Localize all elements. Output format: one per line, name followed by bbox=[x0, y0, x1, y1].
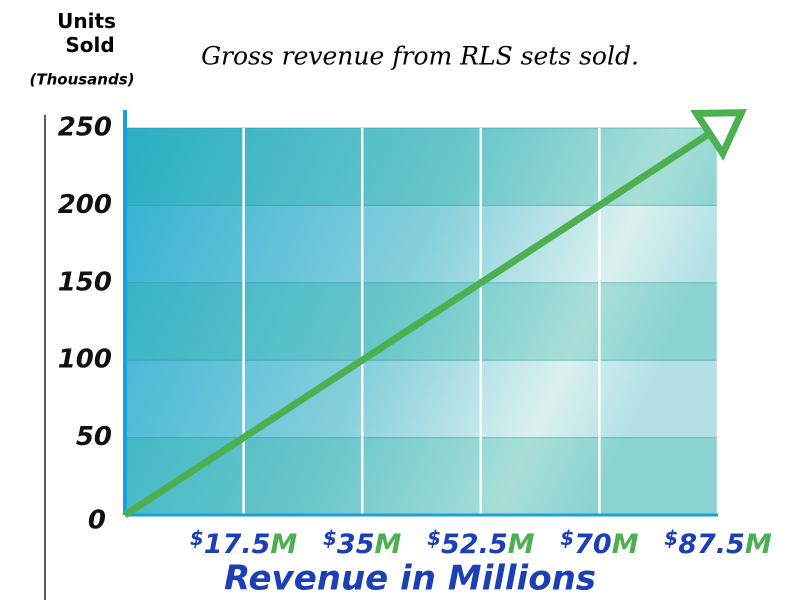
arrow-head bbox=[690, 109, 747, 161]
x-tick-label: $87.5M bbox=[664, 526, 772, 560]
y-tick-label: 100 bbox=[58, 345, 112, 375]
y-tick-label: 0 bbox=[88, 506, 106, 536]
band bbox=[125, 360, 718, 438]
line bbox=[123, 125, 720, 518]
plot: 0 50 100 150 200 250 $17.5M $35M $52.5M $70M $87.5… bbox=[58, 109, 772, 560]
x-tick-label: $17.5M bbox=[190, 526, 298, 560]
y-tick-label: 50 bbox=[76, 422, 112, 452]
band bbox=[125, 437, 718, 515]
band bbox=[125, 128, 718, 206]
x-tick-label: $70M bbox=[560, 526, 639, 560]
x-tick-label: $52.5M bbox=[427, 526, 535, 560]
y-tick-label: 150 bbox=[58, 267, 112, 297]
y-axis-label: Units Sold bbox=[57, 9, 123, 57]
y-tick-label: 250 bbox=[58, 113, 112, 143]
y-axis-unit: (Thousands) bbox=[30, 71, 135, 89]
x-axis-label: Revenue in Millions bbox=[224, 559, 596, 599]
band bbox=[125, 205, 718, 283]
y-tick-label: 200 bbox=[58, 190, 112, 220]
chart-title: Gross revenue from RLS sets sold. bbox=[201, 42, 639, 71]
x-tick-label: $35M bbox=[323, 526, 402, 560]
